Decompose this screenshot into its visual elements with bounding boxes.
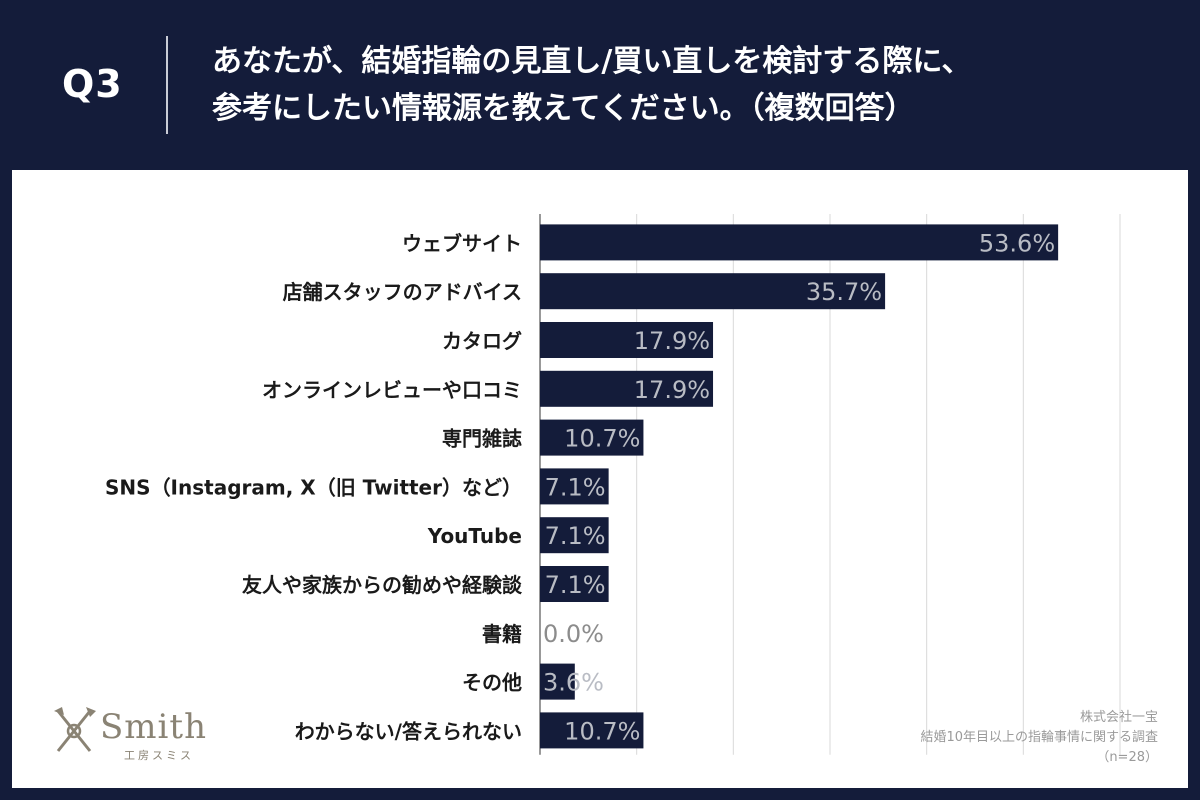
category-label: SNS（Instagram, X（旧 Twitter）など） [105,475,522,499]
category-label: ウェブサイト [402,231,522,255]
value-label: 17.9% [634,376,710,404]
category-label: 友人や家族からの勧めや経験談 [242,573,523,597]
bar-chart: ウェブサイト 53.6% 店舗スタッフのアドバイス 35.7% カタログ 17.9% オンラ… [105,214,1121,755]
bar [540,370,714,407]
value-label: 3.6% [543,669,604,697]
question-text: あなたが、結婚指輪の見直し/買い直しを検討する際に、 参考にしたい情報源を教えて… [212,38,1172,132]
category-label: 専門雑誌 [442,427,522,451]
header-divider [166,36,168,134]
question-line-1: あなたが、結婚指輪の見直し/買い直しを検討する際に、 [212,44,972,79]
bar [540,468,609,505]
chart-panel: ウェブサイト 53.6% 店舗スタッフのアドバイス 35.7% カタログ 17.9% オンラ… [12,170,1188,788]
bar [540,663,575,700]
bar [540,419,644,456]
value-label: 0.0% [543,620,604,648]
survey-source: 株式会社一宝 結婚10年目以上の指輪事情に関する調査 （n=28） [920,708,1158,768]
value-label: 53.6% [979,229,1055,257]
value-label: 17.9% [634,327,710,355]
source-survey-title: 結婚10年目以上の指輪事情に関する調査 [920,730,1158,745]
bar [540,517,609,554]
value-label: 10.7% [564,717,640,745]
bar [540,322,714,358]
bar [540,224,1059,261]
value-label: 35.7% [806,278,882,306]
crossed-tools-icon [54,707,96,752]
category-label: 店舗スタッフのアドバイス [283,280,522,304]
value-label: 10.7% [564,425,640,453]
bar [540,273,886,310]
logo-wordmark: Smith [100,707,207,747]
value-label: 7.1% [545,571,606,599]
category-label: わからない/答えられない [295,719,522,743]
value-label: 7.1% [545,473,606,501]
category-label: YouTube [427,524,522,548]
smith-logo: Smith 工房スミス [52,705,242,765]
bar [540,566,609,602]
question-number: Q3 [62,62,123,106]
source-company: 株式会社一宝 [1079,710,1158,725]
logo-subtitle: 工房スミス [124,749,194,762]
question-line-2: 参考にしたい情報源を教えてください。（複数回答） [212,91,915,126]
category-label: 書籍 [482,622,522,646]
category-label: オンラインレビューや口コミ [262,378,522,402]
category-label: カタログ [442,329,522,353]
bar [540,712,644,749]
question-header: Q3 あなたが、結婚指輪の見直し/買い直しを検討する際に、 参考にしたい情報源を… [0,0,1200,170]
source-sample-size: （n=28） [1096,750,1158,765]
category-label: その他 [462,671,522,695]
value-label: 7.1% [545,522,606,550]
